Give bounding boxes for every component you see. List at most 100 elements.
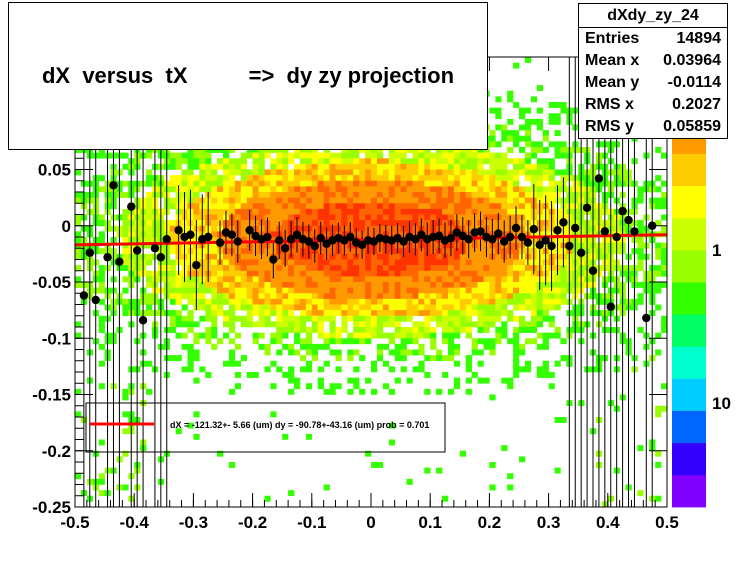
heatmap-cell (560, 417, 567, 423)
heatmap-cell (311, 282, 319, 288)
heatmap-cell (353, 158, 360, 165)
heatmap-cell (513, 253, 520, 260)
heatmap-cell (376, 192, 384, 198)
heatmap-cell (394, 163, 401, 170)
heatmap-cell (276, 259, 283, 266)
heatmap-cell (187, 360, 194, 367)
heatmap-cell (513, 327, 520, 333)
heatmap-cell (175, 180, 182, 187)
stats-value: 0.03964 (663, 52, 721, 69)
heatmap-cell (412, 220, 419, 227)
heatmap-cell (376, 298, 384, 305)
profile-point (624, 215, 633, 225)
heatmap-cell (228, 276, 236, 283)
heatmap-cell (317, 158, 324, 165)
heatmap-cell (365, 310, 372, 317)
heatmap-cell (453, 180, 461, 187)
heatmap-cell (258, 158, 265, 165)
heatmap-cell (412, 265, 419, 272)
heatmap-cell (264, 282, 271, 288)
heatmap-cell (211, 282, 218, 288)
heatmap-cell (288, 304, 295, 311)
heatmap-cell (294, 282, 301, 288)
heatmap-cell (228, 355, 236, 362)
heatmap-cell (465, 152, 472, 159)
heatmap-cell (258, 265, 265, 272)
heatmap-cell (548, 180, 555, 187)
heatmap-cell (240, 242, 247, 249)
heatmap-cell (146, 293, 153, 300)
heatmap-cell (217, 180, 224, 187)
heatmap-cell (169, 259, 176, 266)
heatmap-cell (489, 203, 496, 210)
heatmap-cell (258, 270, 265, 277)
profile-point (411, 235, 420, 244)
heatmap-cell (305, 197, 313, 204)
heatmap-cell (258, 203, 265, 210)
heatmap-cell (489, 135, 496, 142)
heatmap-cell (282, 186, 289, 193)
heatmap-cell (406, 282, 413, 288)
heatmap-cell (359, 338, 366, 345)
heatmap-cell (501, 186, 508, 193)
heatmap-cell (193, 377, 200, 384)
heatmap-cell (519, 107, 526, 114)
heatmap-cell (276, 214, 283, 221)
heatmap-cell (122, 163, 129, 170)
y-tick-label: 0 (62, 217, 71, 236)
heatmap-cell (418, 169, 425, 176)
heatmap-cell (489, 175, 496, 182)
heatmap-cell (264, 214, 271, 221)
heatmap-cell (329, 163, 336, 170)
heatmap-cell (305, 349, 313, 356)
heatmap-cell (524, 366, 532, 373)
heatmap-cell (637, 259, 644, 266)
heatmap-cell (264, 265, 271, 272)
heatmap-cell (122, 237, 129, 243)
heatmap-cell (317, 366, 324, 373)
heatmap-cell (430, 287, 437, 294)
heatmap-cell (211, 214, 218, 221)
heatmap-cell (205, 169, 212, 176)
heatmap-cell (252, 304, 259, 311)
heatmap-cell (371, 253, 378, 260)
heatmap-cell (305, 220, 313, 227)
heatmap-cell (193, 192, 200, 198)
heatmap-cell (276, 338, 283, 345)
heatmap-cell (477, 259, 484, 266)
heatmap-cell (299, 192, 307, 198)
heatmap-cell (365, 450, 372, 457)
heatmap-cell (394, 186, 401, 193)
heatmap-cell (489, 107, 496, 114)
heatmap-cell (418, 253, 425, 260)
heatmap-cell (430, 293, 437, 300)
heatmap-cell (501, 169, 508, 176)
heatmap-cell (276, 298, 283, 305)
heatmap-cell (376, 152, 384, 159)
profile-point (174, 226, 183, 235)
heatmap-cell (501, 276, 508, 283)
heatmap-cell (299, 197, 307, 204)
heatmap-cell (471, 298, 478, 305)
heatmap-cell (252, 321, 259, 328)
heatmap-cell (501, 197, 508, 204)
heatmap-cell (264, 259, 271, 266)
heatmap-cell (276, 332, 283, 339)
heatmap-cell (282, 304, 289, 311)
heatmap-cell (447, 332, 455, 339)
heatmap-cell (98, 383, 105, 390)
heatmap-cell (246, 180, 253, 187)
heatmap-cell (299, 270, 307, 277)
heatmap-cell (406, 338, 413, 345)
heatmap-cell (252, 282, 259, 288)
heatmap-cell (548, 186, 555, 193)
heatmap-cell (655, 197, 662, 204)
heatmap-cell (436, 304, 443, 311)
heatmap-cell (288, 377, 295, 384)
heatmap-cell (311, 197, 319, 204)
heatmap-cell (305, 293, 313, 300)
heatmap-cell (501, 321, 508, 328)
profile-point (156, 253, 166, 262)
heatmap-cell (495, 113, 502, 120)
heatmap-cell (294, 338, 301, 345)
